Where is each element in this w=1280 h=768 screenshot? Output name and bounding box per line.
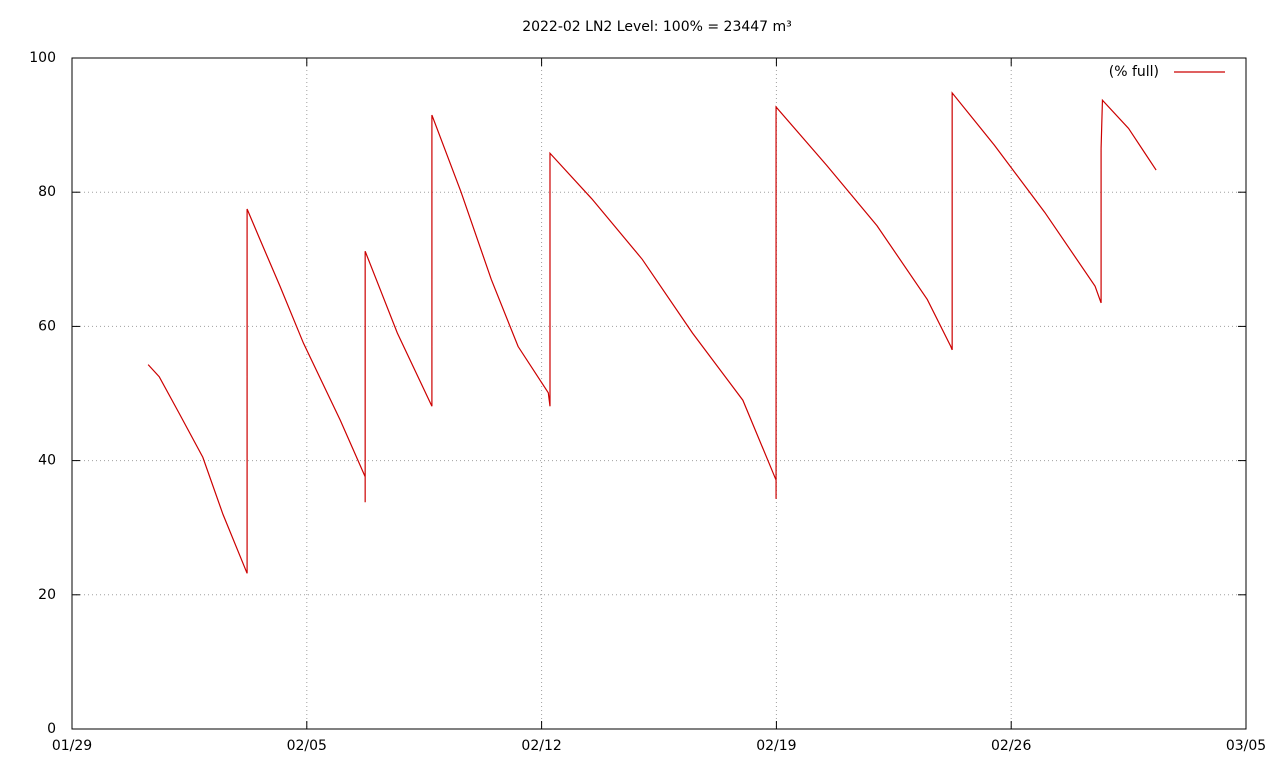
data-line [147,91,1157,574]
plot-frame [71,57,1247,730]
x-tick-label: 02/05 [287,738,327,754]
y-tick-label: 80 [38,184,56,200]
y-tick-label: 100 [29,50,56,66]
chart-title: 2022-02 LN2 Level: 100% = 23447 m³ [522,19,792,35]
x-tick-label: 01/29 [52,738,92,754]
x-tick-label: 02/12 [521,738,561,754]
y-tick-label: 20 [38,587,56,603]
y-tick-label: 40 [38,453,56,469]
x-tick-label: 02/26 [991,738,1031,754]
y-tick-label: 60 [38,318,56,334]
y-tick-label: 0 [47,721,56,737]
legend-label: (% full) [1109,64,1159,80]
x-tick-label: 02/19 [756,738,796,754]
x-tick-label: 03/05 [1226,738,1266,754]
